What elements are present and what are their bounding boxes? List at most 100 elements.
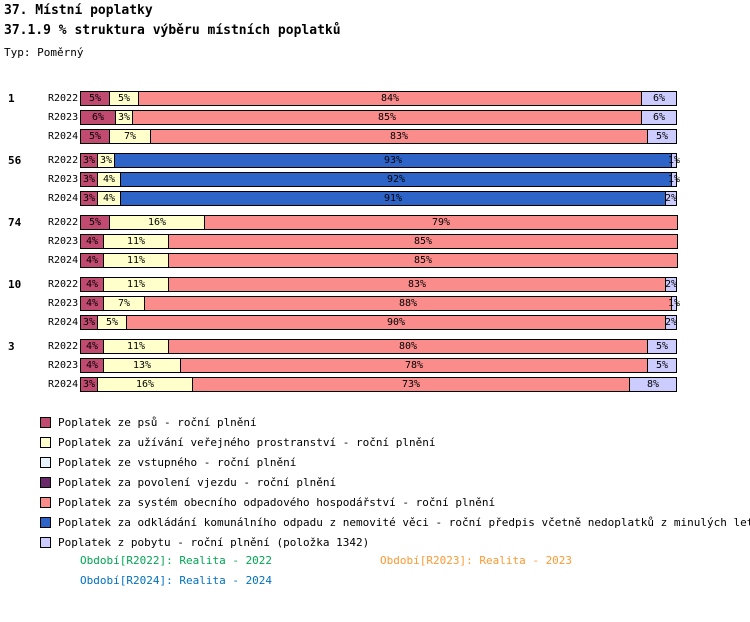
row-year-label: R2022	[48, 279, 79, 290]
legend-item-odpad_system: Poplatek za systém obecního odpadového h…	[40, 492, 750, 512]
legend-item-vjezd: Poplatek za povolení vjezdu - roční plně…	[40, 472, 750, 492]
bar-segment-pobyt: 6%	[641, 91, 677, 106]
bar-row: 3 R2022 4% 11% 80% 5%	[8, 337, 680, 356]
bar-segment-prostranstvi: 7%	[103, 296, 145, 311]
bar-segment-prostranstvi: 16%	[97, 377, 193, 392]
legend-swatch-vstupne	[40, 456, 51, 468]
legend-label: Poplatek za odkládání komunálního odpadu…	[58, 515, 750, 529]
bar-segment-psi: 3%	[80, 191, 98, 206]
stacked-bar: 4% 11% 85%	[80, 234, 680, 249]
bar-segment-prostranstvi: 3%	[115, 110, 133, 125]
bar-segment-psi: 4%	[80, 234, 104, 249]
row-year-label: R2024	[48, 255, 79, 266]
bar-row: R2023 3% 4% 92% 1%	[8, 170, 680, 189]
bar-row: R2024 5% 7% 83% 5%	[8, 127, 680, 146]
bar-segment-pobyt: 1%	[668, 153, 680, 168]
bar-segment-odpad_system: 83%	[150, 129, 648, 144]
legend-swatch-odpad_system	[40, 496, 51, 508]
group-label: 10	[8, 278, 22, 291]
stacked-bar: 3% 4% 92% 1%	[80, 172, 680, 187]
bar-row: 1 R2022 5% 5% 84% 6%	[8, 89, 680, 108]
bar-segment-pobyt: 1%	[668, 172, 680, 187]
period-label: Období[R2024]: Realita - 2024	[80, 574, 273, 587]
bar-segment-psi: 4%	[80, 339, 104, 354]
chart-subtitle: 37.1.9 % struktura výběru místních popla…	[4, 23, 341, 38]
legend-swatch-psi	[40, 416, 51, 428]
bar-segment-odpad_system: 90%	[126, 315, 666, 330]
row-year-label: R2023	[48, 174, 79, 185]
stacked-bar: 4% 13% 78% 5%	[80, 358, 680, 373]
legend: Poplatek ze psů - roční plnění Poplatek z…	[40, 412, 750, 552]
bar-row: R2024 3% 16% 73% 8%	[8, 375, 680, 394]
bar-segment-odpad_system: 84%	[138, 91, 642, 106]
bar-segment-odpad_system: 88%	[144, 296, 672, 311]
row-year-label: R2023	[48, 112, 79, 123]
legend-label: Poplatek za užívání veřejného prostranst…	[58, 435, 436, 449]
bar-segment-psi: 4%	[80, 358, 104, 373]
bar-segment-psi: 5%	[80, 91, 110, 106]
legend-item-prostranstvi: Poplatek za užívání veřejného prostranst…	[40, 432, 750, 452]
bar-segment-odpad_system: 85%	[132, 110, 642, 125]
row-year-label: R2024	[48, 317, 79, 328]
legend-label: Poplatek z pobytu - roční plnění (položk…	[58, 535, 370, 549]
bar-segment-prostranstvi: 13%	[103, 358, 181, 373]
legend-label: Poplatek ze vstupného - roční plnění	[58, 455, 297, 469]
bar-segment-prostranstvi: 16%	[109, 215, 205, 230]
bar-segment-psi: 5%	[80, 215, 110, 230]
bar-segment-prostranstvi: 3%	[97, 153, 115, 168]
page-title: 37. Místní poplatky	[4, 3, 153, 18]
stacked-bar: 3% 4% 91% 2%	[80, 191, 680, 206]
bar-segment-psi: 3%	[80, 153, 98, 168]
row-year-label: R2022	[48, 341, 79, 352]
bar-row: 10 R2022 4% 11% 83% 2%	[8, 275, 680, 294]
bar-segment-prostranstvi: 4%	[97, 191, 121, 206]
bar-segment-prostranstvi: 11%	[103, 277, 169, 292]
bar-segment-psi: 3%	[80, 172, 98, 187]
bar-row: R2023 4% 11% 85%	[8, 232, 680, 251]
bar-row: R2023 6% 3% 85% 6%	[8, 108, 680, 127]
group-label: 74	[8, 216, 22, 229]
stacked-bar: 4% 7% 88% 1%	[80, 296, 680, 311]
bar-segment-odpad_system: 78%	[180, 358, 648, 373]
bar-segment-odpad_komunal: 92%	[120, 172, 672, 187]
row-year-label: R2024	[48, 193, 79, 204]
bar-group: 74 R2022 5% 16% 79% R2023 4% 11% 85% R2024 4% 11% 85…	[8, 213, 680, 270]
bar-group: 1 R2022 5% 5% 84% 6% R2023 6% 3% 85% 6% R2024 5% 7% 83…	[8, 89, 680, 146]
legend-swatch-pobyt	[40, 536, 51, 548]
bar-segment-pobyt: 2%	[665, 315, 677, 330]
stacked-bar: 4% 11% 85%	[80, 253, 680, 268]
bar-segment-psi: 3%	[80, 377, 98, 392]
group-label: 1	[8, 92, 15, 105]
bar-row: 56 R2022 3% 3% 93% 1%	[8, 151, 680, 170]
group-label: 3	[8, 340, 15, 353]
bar-row: 74 R2022 5% 16% 79%	[8, 213, 680, 232]
bar-segment-odpad_system: 85%	[168, 234, 678, 249]
stacked-bar: 6% 3% 85% 6%	[80, 110, 680, 125]
legend-label: Poplatek za povolení vjezdu - roční plně…	[58, 475, 337, 489]
stacked-bar-chart: 1 R2022 5% 5% 84% 6% R2023 6% 3% 85% 6% R2024 5% 7% 83…	[8, 89, 680, 399]
row-year-label: R2023	[48, 360, 79, 371]
period-label: Období[R2022]: Realita - 2022	[80, 554, 273, 567]
bar-segment-prostranstvi: 7%	[109, 129, 151, 144]
bar-row: R2024 3% 5% 90% 2%	[8, 313, 680, 332]
row-year-label: R2023	[48, 298, 79, 309]
legend-swatch-prostranstvi	[40, 436, 51, 448]
bar-segment-prostranstvi: 4%	[97, 172, 121, 187]
bar-segment-prostranstvi: 11%	[103, 234, 169, 249]
stacked-bar: 3% 3% 93% 1%	[80, 153, 680, 168]
legend-swatch-odpad_komunal	[40, 516, 51, 528]
row-year-label: R2023	[48, 236, 79, 247]
bar-row: R2024 3% 4% 91% 2%	[8, 189, 680, 208]
chart-type-label: Typ: Poměrný	[4, 46, 84, 59]
legend-swatch-vjezd	[40, 476, 51, 488]
bar-row: R2023 4% 7% 88% 1%	[8, 294, 680, 313]
bar-segment-psi: 6%	[80, 110, 116, 125]
legend-item-pobyt: Poplatek z pobytu - roční plnění (položk…	[40, 532, 750, 552]
legend-label: Poplatek za systém obecního odpadového h…	[58, 495, 496, 509]
group-label: 56	[8, 154, 22, 167]
bar-segment-odpad_komunal: 93%	[114, 153, 672, 168]
stacked-bar: 3% 16% 73% 8%	[80, 377, 680, 392]
bar-segment-pobyt: 5%	[647, 339, 677, 354]
legend-item-odpad_komunal: Poplatek za odkládání komunálního odpadu…	[40, 512, 750, 532]
bar-segment-psi: 5%	[80, 129, 110, 144]
